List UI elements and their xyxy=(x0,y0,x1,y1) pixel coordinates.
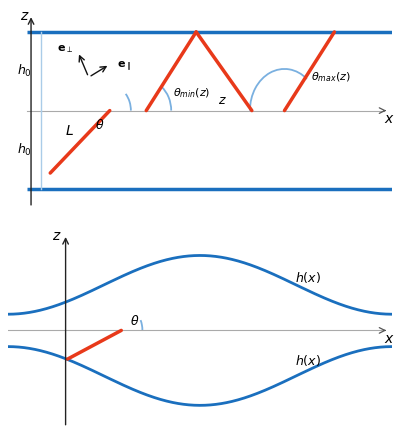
Text: $L$: $L$ xyxy=(65,124,74,138)
Text: $\theta$: $\theta$ xyxy=(95,118,104,132)
Text: z: z xyxy=(20,9,28,23)
Text: $\mathbf{e}_\parallel$: $\mathbf{e}_\parallel$ xyxy=(117,60,131,74)
Text: x: x xyxy=(384,112,392,126)
Text: $h(x)$: $h(x)$ xyxy=(294,353,320,368)
Text: $h(x)$: $h(x)$ xyxy=(294,270,320,285)
Text: $\theta$: $\theta$ xyxy=(130,314,140,328)
Text: z: z xyxy=(52,228,60,243)
Text: $\theta_{max}(z)$: $\theta_{max}(z)$ xyxy=(311,71,351,84)
Text: $\theta_{min}(z)$: $\theta_{min}(z)$ xyxy=(173,86,210,100)
Text: $\mathbf{e}_\perp$: $\mathbf{e}_\perp$ xyxy=(57,44,73,56)
Text: x: x xyxy=(384,332,392,346)
Text: $h_0$: $h_0$ xyxy=(17,142,32,158)
Text: $h_0$: $h_0$ xyxy=(17,63,32,79)
Text: z: z xyxy=(218,94,224,107)
